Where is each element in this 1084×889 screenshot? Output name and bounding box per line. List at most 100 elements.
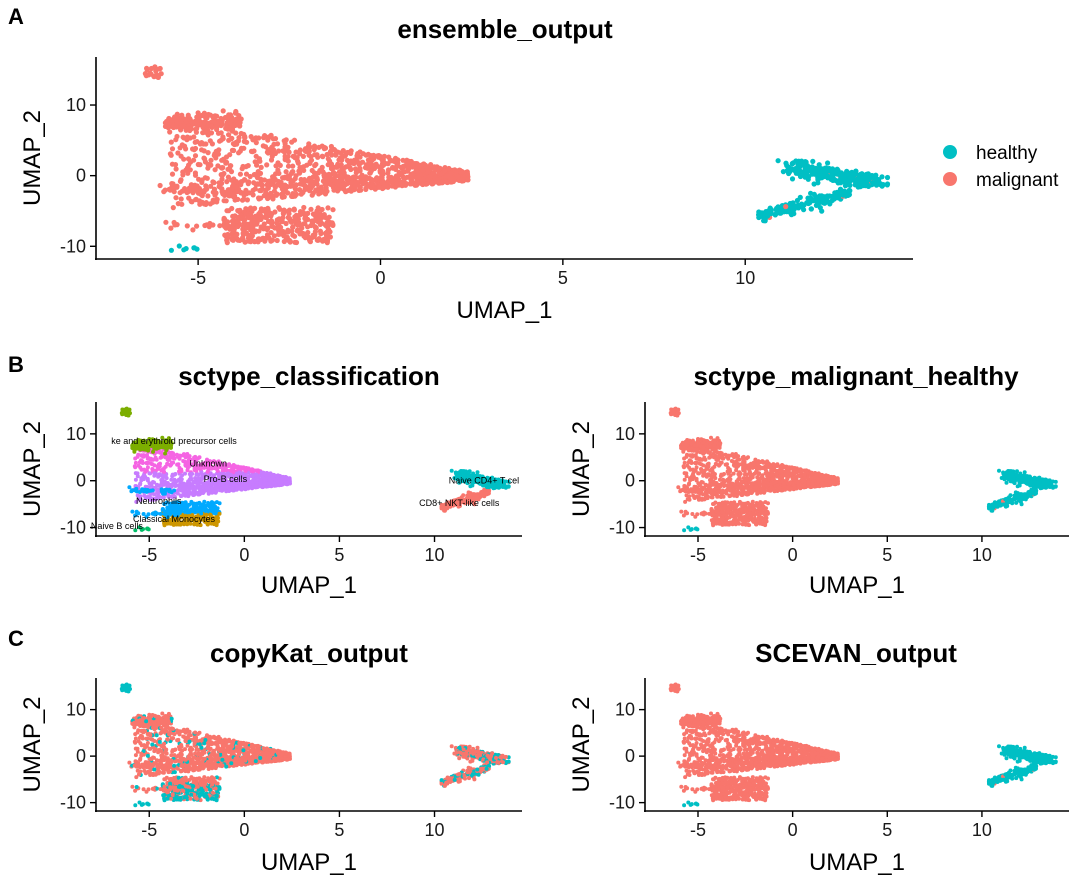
scatter-point [283, 137, 289, 143]
scatter-point [198, 487, 203, 492]
scatter-point [145, 478, 150, 483]
scatter-point [239, 166, 245, 172]
scatter-point [313, 211, 319, 217]
x-tick-label: 5 [558, 268, 568, 288]
scatter-point [344, 181, 350, 187]
scatter-point [323, 233, 330, 239]
scatter-point [226, 132, 232, 138]
scatter-point [783, 204, 789, 210]
scatter-point [731, 459, 735, 464]
scatter-point [789, 176, 796, 182]
scatter-point [333, 152, 339, 158]
scatter-point [224, 159, 230, 165]
scatter-point [784, 168, 790, 174]
scatter-point [219, 157, 225, 163]
scatter-point [465, 177, 471, 183]
scatter-point [256, 156, 262, 162]
scatter-point [169, 171, 176, 177]
scatter-point [208, 162, 214, 168]
scatter-point [408, 175, 414, 182]
scatter-point [203, 504, 208, 509]
scatter-point [842, 192, 848, 198]
scatter-point [415, 169, 421, 175]
scatter-point [241, 131, 247, 137]
scatter-point [250, 192, 256, 198]
scatter-point [245, 181, 251, 187]
scatter-point [183, 482, 188, 487]
scatter-point [178, 153, 184, 159]
scatter-point [831, 176, 837, 182]
scatter-point [187, 477, 192, 482]
scatter-point [827, 201, 833, 207]
scatter-point [233, 232, 239, 239]
scatter-point [283, 236, 290, 242]
scatter-point [851, 172, 857, 178]
scatter-point [316, 216, 322, 222]
scatter-point [212, 167, 218, 173]
scatter-point [210, 507, 215, 512]
scatter-point [192, 139, 198, 145]
plot-title: ensemble_output [397, 14, 613, 44]
scatter-point [230, 237, 236, 243]
scatter-point [430, 181, 436, 187]
scatter-point [306, 152, 312, 158]
scatter-point [800, 169, 806, 176]
scatter-point [339, 176, 345, 182]
scatter-point [206, 122, 212, 128]
scatter-point [240, 230, 246, 236]
scatter-point [220, 108, 226, 114]
scatter-point [768, 207, 775, 213]
scatter-point [242, 239, 248, 245]
scatter-point [291, 207, 297, 213]
scatter-point [185, 170, 191, 176]
scatter-point [439, 180, 446, 186]
plot-sctype-malignant-healthy: sctype_malignant_healthy-5 0 5 10-10010UMAP… [568, 361, 1069, 599]
scatter-point [199, 177, 205, 183]
scatter-point [221, 198, 227, 204]
scatter-point [291, 137, 298, 143]
cell-type-label: CD8+ NKT-like cells [419, 498, 500, 508]
scatter-point [148, 488, 153, 493]
scatter-point [863, 171, 870, 177]
scatter-point [320, 169, 326, 175]
scatter-point [205, 469, 210, 474]
scatter-point [825, 160, 831, 166]
scatter-point [305, 224, 311, 230]
scatter-point [144, 468, 149, 473]
scatter-point [816, 169, 823, 175]
scatter-point [334, 163, 340, 169]
scatter-point [258, 164, 264, 170]
scatter-point [258, 188, 264, 194]
scatter-point [163, 474, 168, 479]
scatter-point [335, 187, 341, 193]
scatter-point [126, 412, 131, 417]
scatter-point [192, 480, 197, 485]
scatter-point [798, 162, 804, 169]
scatter-point [208, 183, 214, 189]
scatter-point [682, 465, 686, 470]
scatter-point [262, 206, 268, 213]
scatter-point [230, 228, 236, 234]
scatter-point [173, 506, 178, 511]
scatter-point [169, 460, 174, 465]
scatter-point [184, 223, 190, 229]
scatter-point [335, 178, 341, 184]
scatter-point [199, 507, 204, 512]
scatter-point [293, 186, 299, 193]
scatter-point [329, 152, 335, 158]
scatter-point [368, 153, 374, 159]
scatter-point [268, 479, 273, 484]
scatter-point [202, 129, 208, 135]
x-tick-label: -5 [141, 545, 157, 565]
scatter-point [339, 165, 345, 171]
scatter-point [207, 201, 213, 207]
scatter-point [198, 188, 204, 194]
scatter-point [210, 222, 216, 228]
scatter-point [295, 216, 301, 222]
scatter-point [204, 175, 210, 181]
scatter-point [172, 456, 177, 461]
scatter-point [308, 206, 314, 212]
scatter-point [277, 483, 282, 488]
y-tick-label: 0 [76, 166, 86, 186]
scatter-point [367, 170, 373, 176]
